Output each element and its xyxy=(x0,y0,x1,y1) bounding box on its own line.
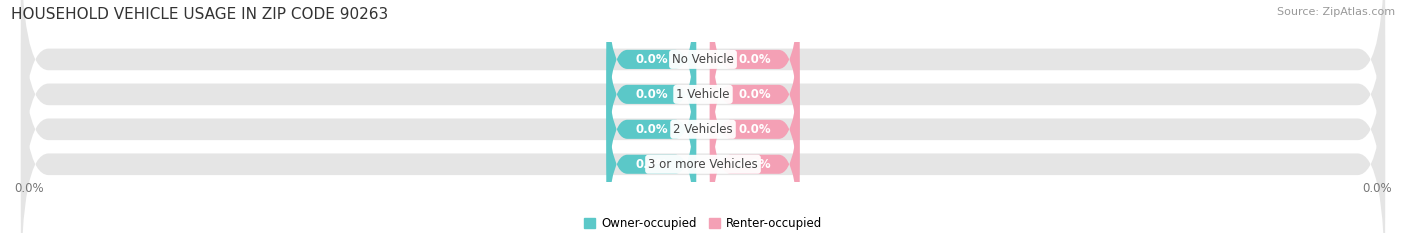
Text: 0.0%: 0.0% xyxy=(636,88,668,101)
FancyBboxPatch shape xyxy=(21,0,1385,223)
Text: 0.0%: 0.0% xyxy=(738,123,770,136)
Text: 0.0%: 0.0% xyxy=(738,158,770,171)
FancyBboxPatch shape xyxy=(606,0,696,155)
FancyBboxPatch shape xyxy=(606,0,696,190)
Text: Source: ZipAtlas.com: Source: ZipAtlas.com xyxy=(1277,7,1395,17)
FancyBboxPatch shape xyxy=(606,34,696,225)
FancyBboxPatch shape xyxy=(710,34,800,225)
FancyBboxPatch shape xyxy=(21,0,1385,233)
Legend: Owner-occupied, Renter-occupied: Owner-occupied, Renter-occupied xyxy=(579,212,827,233)
Text: No Vehicle: No Vehicle xyxy=(672,53,734,66)
Text: 0.0%: 0.0% xyxy=(738,88,770,101)
FancyBboxPatch shape xyxy=(21,35,1385,233)
FancyBboxPatch shape xyxy=(710,69,800,233)
Text: 2 Vehicles: 2 Vehicles xyxy=(673,123,733,136)
Text: HOUSEHOLD VEHICLE USAGE IN ZIP CODE 90263: HOUSEHOLD VEHICLE USAGE IN ZIP CODE 9026… xyxy=(11,7,388,22)
Text: 0.0%: 0.0% xyxy=(1362,182,1392,195)
Text: 3 or more Vehicles: 3 or more Vehicles xyxy=(648,158,758,171)
Text: 0.0%: 0.0% xyxy=(636,53,668,66)
Text: 0.0%: 0.0% xyxy=(738,53,770,66)
FancyBboxPatch shape xyxy=(21,0,1385,188)
Text: 1 Vehicle: 1 Vehicle xyxy=(676,88,730,101)
Text: 0.0%: 0.0% xyxy=(636,158,668,171)
Text: 0.0%: 0.0% xyxy=(636,123,668,136)
FancyBboxPatch shape xyxy=(710,0,800,155)
FancyBboxPatch shape xyxy=(710,0,800,190)
FancyBboxPatch shape xyxy=(606,69,696,233)
Text: 0.0%: 0.0% xyxy=(14,182,44,195)
